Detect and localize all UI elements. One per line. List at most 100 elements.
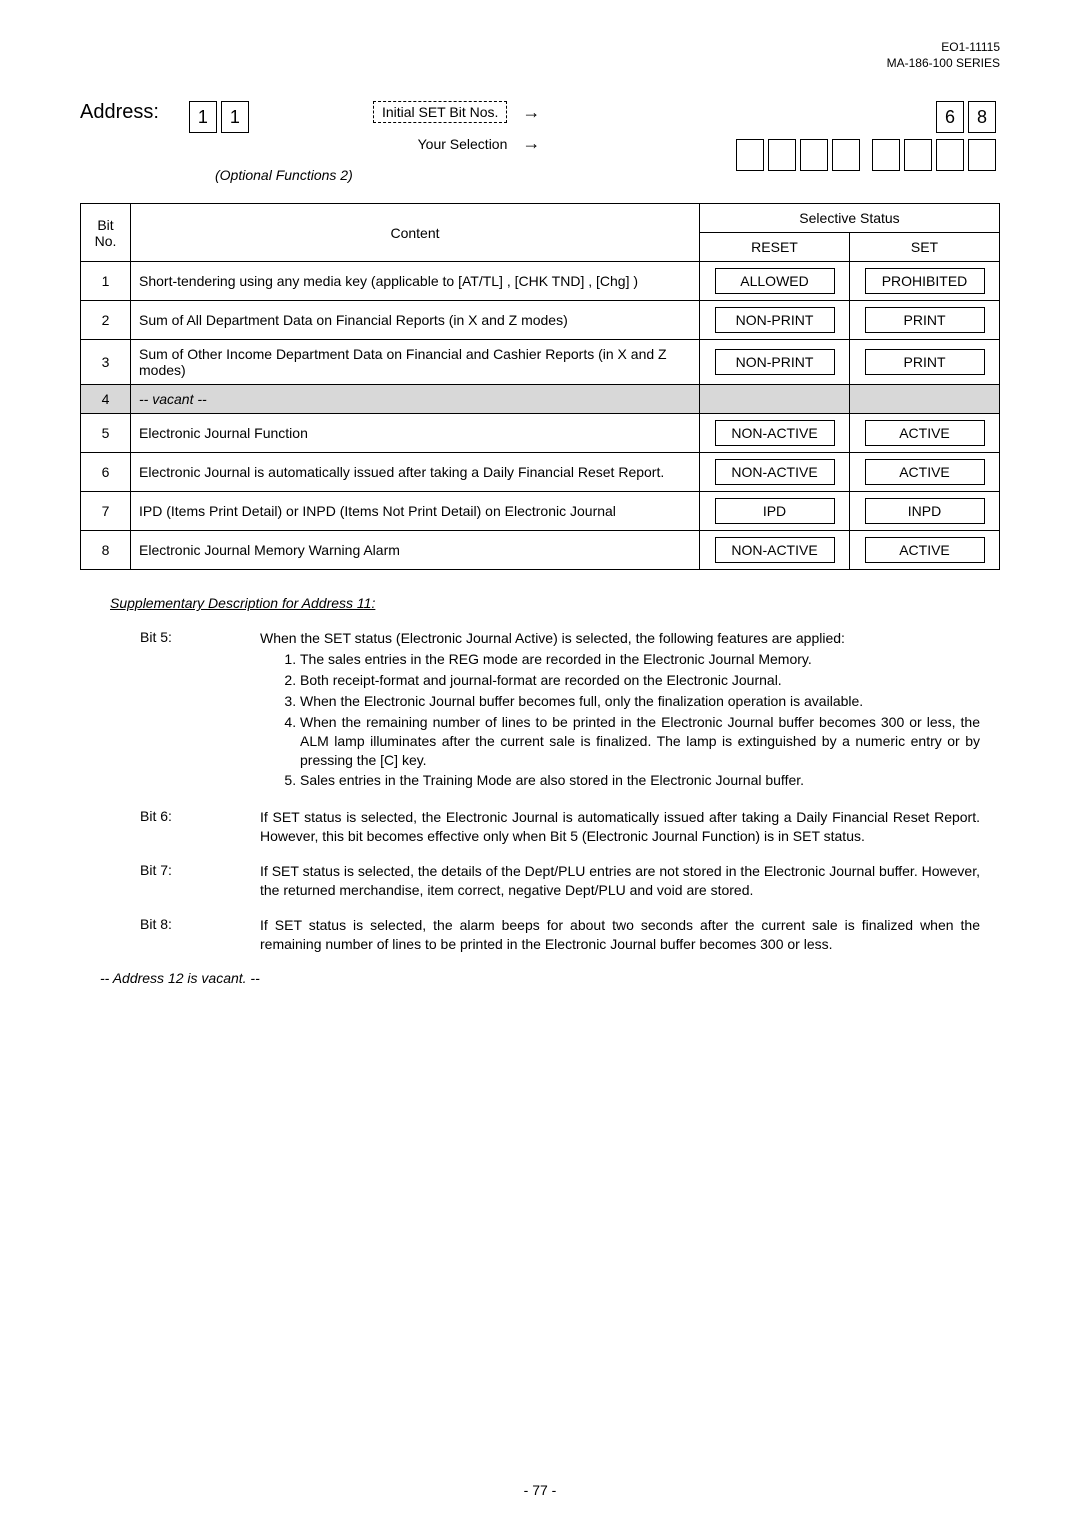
bit6-description: Bit 6: If SET status is selected, the El… — [140, 808, 980, 846]
content-cell: -- vacant -- — [131, 385, 700, 414]
selection-box[interactable] — [904, 139, 932, 171]
content-cell: Short-tendering using any media key (app… — [131, 262, 700, 301]
status-value: INPD — [865, 498, 985, 524]
address-digits: 1 1 — [189, 101, 253, 133]
bit6-text: If SET status is selected, the Electroni… — [260, 808, 980, 846]
bit8-text: If SET status is selected, the alarm bee… — [260, 916, 980, 954]
arrow-icon: → — [522, 102, 540, 123]
initial-set-label: Initial SET Bit Nos. — [373, 101, 507, 123]
set-cell: ACTIVE — [850, 531, 1000, 570]
selection-box[interactable] — [768, 139, 796, 171]
col-content-header: Content — [131, 204, 700, 262]
bit-cell: 7 — [81, 492, 131, 531]
address-right-col: 6 8 — [736, 101, 1000, 171]
set-cell — [850, 385, 1000, 414]
status-value: NON-PRINT — [715, 349, 835, 375]
bit-cell: 2 — [81, 301, 131, 340]
content-cell: Sum of All Department Data on Financial … — [131, 301, 700, 340]
status-value: ACTIVE — [865, 459, 985, 485]
table-row: 5 Electronic Journal Function NON-ACTIVE… — [81, 414, 1000, 453]
list-item: When the Electronic Journal buffer becom… — [300, 692, 980, 711]
status-value: PROHIBITED — [865, 268, 985, 294]
set-cell: PROHIBITED — [850, 262, 1000, 301]
status-value: ALLOWED — [715, 268, 835, 294]
selection-box[interactable] — [800, 139, 828, 171]
table-row: 4 -- vacant -- — [81, 385, 1000, 414]
status-value: PRINT — [865, 349, 985, 375]
set-cell: PRINT — [850, 301, 1000, 340]
bit-cell: 3 — [81, 340, 131, 385]
bit-cell: 4 — [81, 385, 131, 414]
preset-digit-2: 8 — [968, 101, 996, 133]
content-cell: Electronic Journal is automatically issu… — [131, 453, 700, 492]
bit8-description: Bit 8: If SET status is selected, the al… — [140, 916, 980, 954]
page-number: - 77 - — [0, 1482, 1080, 1498]
content-cell: Electronic Journal Memory Warning Alarm — [131, 531, 700, 570]
reset-cell: NON-PRINT — [700, 340, 850, 385]
col-set-header: SET — [850, 233, 1000, 262]
bit7-text: If SET status is selected, the details o… — [260, 862, 980, 900]
set-cell: INPD — [850, 492, 1000, 531]
bit-cell: 8 — [81, 531, 131, 570]
list-item: Both receipt-format and journal-format a… — [300, 671, 980, 690]
status-value: PRINT — [865, 307, 985, 333]
supplementary-title: Supplementary Description for Address 11… — [110, 595, 1000, 611]
reset-cell — [700, 385, 850, 414]
content-cell: IPD (Items Print Detail) or INPD (Items … — [131, 492, 700, 531]
table-row: 2 Sum of All Department Data on Financia… — [81, 301, 1000, 340]
set-cell: ACTIVE — [850, 453, 1000, 492]
status-value: IPD — [715, 498, 835, 524]
bit-table: Bit No. Content Selective Status RESET S… — [80, 203, 1000, 570]
set-cell: ACTIVE — [850, 414, 1000, 453]
your-selection-label: Your Selection — [418, 136, 508, 152]
status-value: NON-ACTIVE — [715, 537, 835, 563]
table-row: 6 Electronic Journal is automatically is… — [81, 453, 1000, 492]
selection-box[interactable] — [936, 139, 964, 171]
reset-cell: NON-ACTIVE — [700, 531, 850, 570]
col-status-header: Selective Status — [700, 204, 1000, 233]
address-label: Address: — [80, 101, 159, 124]
address-digit-2: 1 — [221, 101, 249, 133]
bit8-label: Bit 8: — [140, 916, 260, 954]
list-item: The sales entries in the REG mode are re… — [300, 650, 980, 669]
col-reset-header: RESET — [700, 233, 850, 262]
footer-note: -- Address 12 is vacant. -- — [100, 970, 1000, 986]
status-value: NON-ACTIVE — [715, 420, 835, 446]
content-cell: Electronic Journal Function — [131, 414, 700, 453]
bit-cell: 1 — [81, 262, 131, 301]
bit7-description: Bit 7: If SET status is selected, the de… — [140, 862, 980, 900]
col-bit-header: Bit No. — [81, 204, 131, 262]
reset-cell: IPD — [700, 492, 850, 531]
table-row: 3 Sum of Other Income Department Data on… — [81, 340, 1000, 385]
bit5-label: Bit 5: — [140, 629, 260, 792]
reset-cell: NON-PRINT — [700, 301, 850, 340]
arrow-icon: → — [522, 133, 540, 154]
table-row: 8 Electronic Journal Memory Warning Alar… — [81, 531, 1000, 570]
doc-header: EO1-11115 MA-186-100 SERIES — [80, 40, 1000, 71]
preset-digit-1: 6 — [936, 101, 964, 133]
list-item: When the remaining number of lines to be… — [300, 713, 980, 770]
bit-cell: 6 — [81, 453, 131, 492]
bit-cell: 5 — [81, 414, 131, 453]
reset-cell: NON-ACTIVE — [700, 453, 850, 492]
address-mid-col: Initial SET Bit Nos. → Your Selection → — [373, 101, 555, 154]
content-cell: Sum of Other Income Department Data on F… — [131, 340, 700, 385]
bit6-label: Bit 6: — [140, 808, 260, 846]
doc-series: MA-186-100 SERIES — [80, 56, 1000, 72]
selection-box[interactable] — [832, 139, 860, 171]
bit5-description: Bit 5: When the SET status (Electronic J… — [140, 629, 980, 792]
status-value: NON-ACTIVE — [715, 459, 835, 485]
bit5-list: The sales entries in the REG mode are re… — [300, 650, 980, 790]
status-value: NON-PRINT — [715, 307, 835, 333]
selection-box[interactable] — [736, 139, 764, 171]
selection-box[interactable] — [872, 139, 900, 171]
selection-box[interactable] — [968, 139, 996, 171]
set-cell: PRINT — [850, 340, 1000, 385]
doc-code: EO1-11115 — [80, 40, 1000, 56]
bit7-label: Bit 7: — [140, 862, 260, 900]
bit5-intro: When the SET status (Electronic Journal … — [260, 629, 980, 648]
address-section: Address: 1 1 Initial SET Bit Nos. → Your… — [80, 101, 1000, 171]
list-item: Sales entries in the Training Mode are a… — [300, 771, 980, 790]
status-value: ACTIVE — [865, 420, 985, 446]
table-row: 7 IPD (Items Print Detail) or INPD (Item… — [81, 492, 1000, 531]
